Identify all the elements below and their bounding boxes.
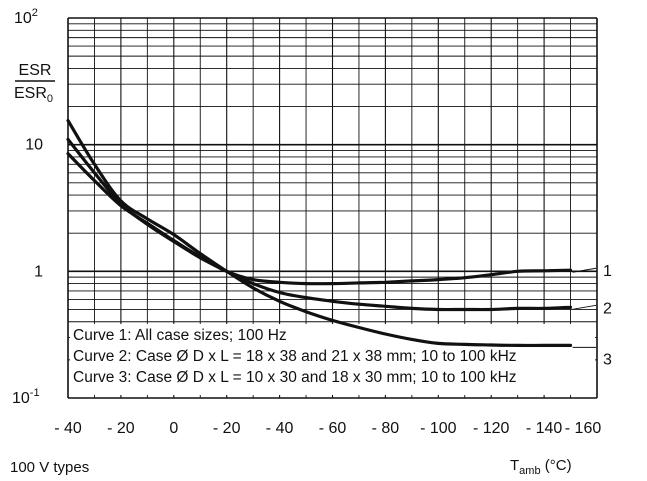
x-tick-label: - 120 xyxy=(473,420,510,437)
y-tick-label: 10-1 xyxy=(12,387,40,407)
x-tick-label: - 40 xyxy=(54,420,82,437)
y-tick-label: 1 xyxy=(34,263,43,280)
series-line-2 xyxy=(66,137,573,312)
tick-labels: 102 10 1 10-1 - 40 - 20 0 - 20 - 40 - 60 - 80 - 100… xyxy=(12,7,601,437)
x-tick-label: - 40 xyxy=(266,420,294,437)
footer-voltage-note: 100 V types xyxy=(10,459,90,476)
x-tick-label: - 140 xyxy=(526,420,563,437)
x-tick-label: - 60 xyxy=(319,420,347,437)
legend-annotation-2: Curve 2: Case Ø D x L = 18 x 38 and 21 x… xyxy=(73,348,517,365)
legend-annotation-1: Curve 1: All case sizes; 100 Hz xyxy=(73,327,287,344)
series-labels: 1 2 3 xyxy=(572,263,612,368)
y-tick-label: 102 xyxy=(14,7,38,27)
x-tick-label: - 20 xyxy=(213,420,241,437)
legend-annotation-3: Curve 3: Case Ø D x L = 10 x 30 and 18 x… xyxy=(73,369,517,386)
legend: Curve 1: All case sizes; 100 Hz Curve 2: … xyxy=(73,327,517,386)
x-tick-label: - 80 xyxy=(372,420,400,437)
x-tick-label: - 20 xyxy=(107,420,135,437)
series-label-leader xyxy=(572,267,597,273)
series-label-1: 1 xyxy=(603,263,612,280)
x-tick-label: 0 xyxy=(169,420,178,437)
x-tick-label: - 160 xyxy=(565,420,602,437)
x-tick-label: - 100 xyxy=(420,420,457,437)
legend-box xyxy=(70,324,595,395)
series-lines xyxy=(66,119,573,348)
series-label-2: 2 xyxy=(603,300,612,317)
x-axis-label: Tamb (°C) xyxy=(510,457,572,477)
y-tick-label: 10 xyxy=(25,137,43,154)
y-axis-label-numerator: ESR xyxy=(19,62,52,79)
series-label-3: 3 xyxy=(603,351,612,368)
series-label-leader xyxy=(572,304,597,310)
series-line-3 xyxy=(66,119,573,348)
y-axis-label-denominator: ESR0 xyxy=(14,85,53,105)
